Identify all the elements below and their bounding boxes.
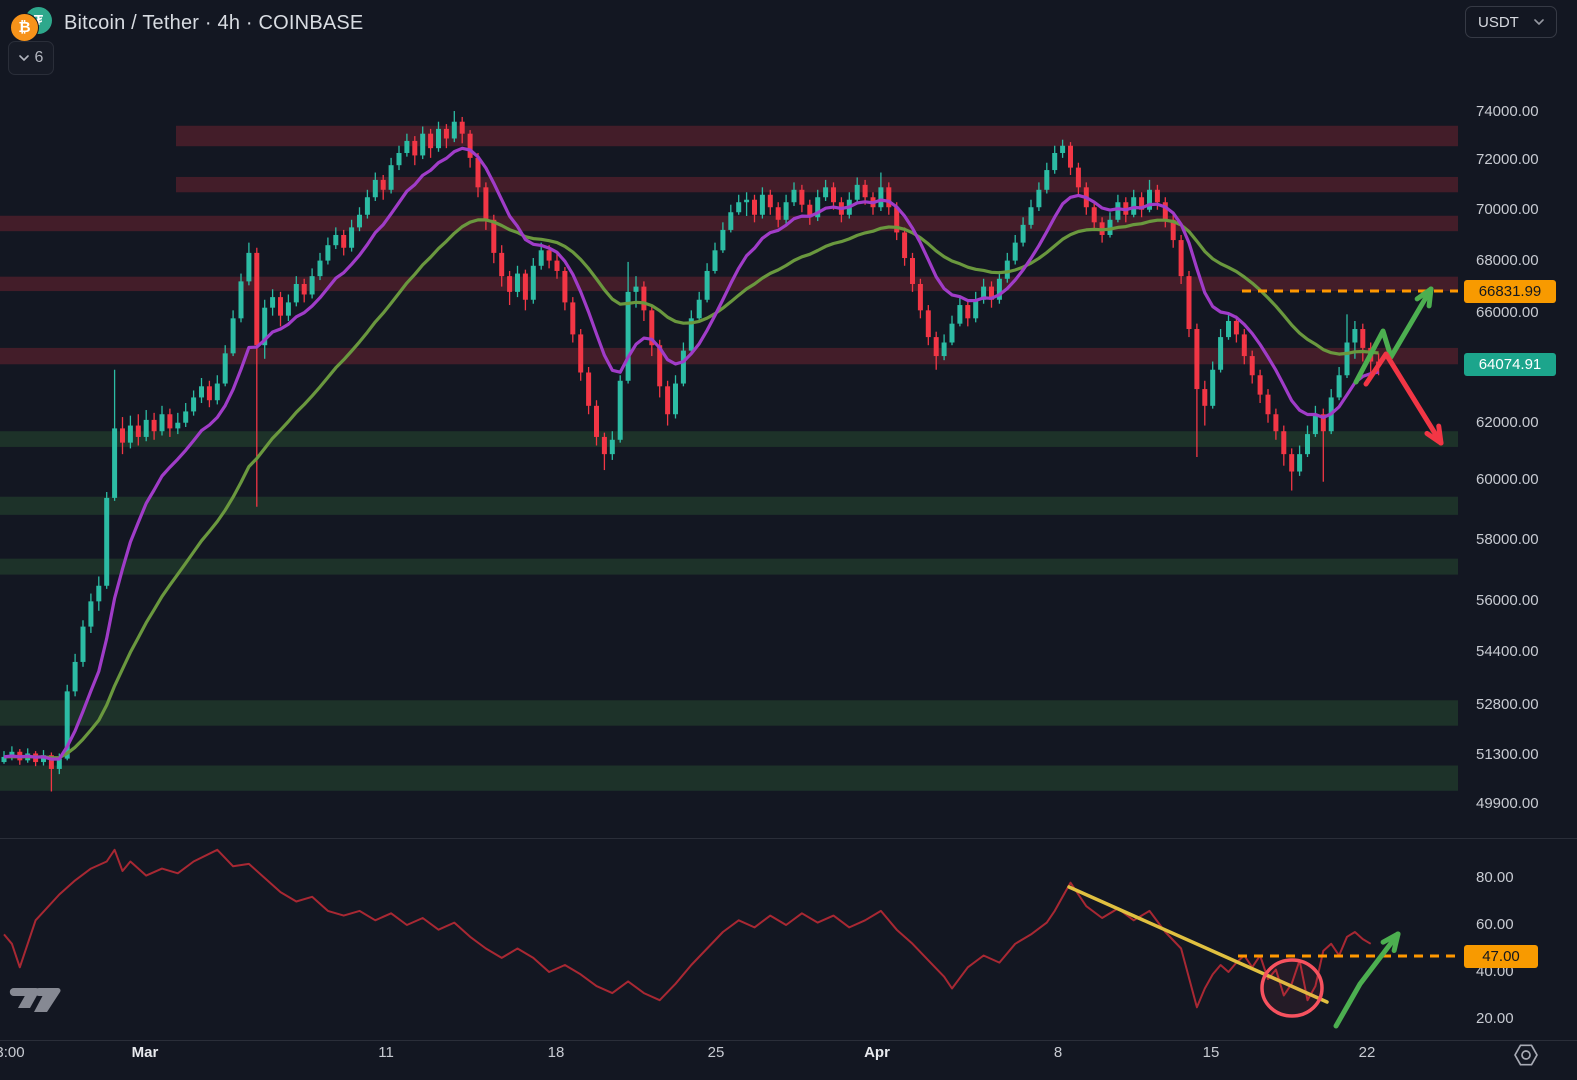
chevron-down-icon (18, 55, 29, 61)
chevron-down-icon (1534, 19, 1544, 25)
rsi-line-level-label: 47.00 (1464, 945, 1538, 968)
last-price-label: 64074.91 (1464, 353, 1556, 376)
tradingview-logo[interactable] (9, 988, 61, 1012)
drawn-trend-line[interactable] (1067, 885, 1329, 1004)
drawn-arrow[interactable] (1363, 351, 1444, 446)
drawn-arrow[interactable] (1333, 931, 1401, 1029)
bitcoin-icon: ₿ (10, 13, 39, 42)
drawn-arrow[interactable] (1353, 286, 1434, 385)
settings-gear-icon[interactable] (1514, 1044, 1538, 1066)
currency-label: USDT (1478, 13, 1519, 31)
ema-fast (3, 146, 1379, 761)
indicators-collapse-button[interactable]: 6 (8, 41, 54, 75)
symbol-logo: ₮ ₿ (10, 6, 54, 42)
symbol-title[interactable]: Bitcoin / Tether · 4h · COINBASE (64, 11, 364, 34)
chart-legend: ₮ ₿ Bitcoin / Tether · 4h · COINBASE (10, 6, 364, 42)
ema-slow (3, 218, 1379, 760)
drawn-circle[interactable] (1260, 958, 1324, 1018)
currency-toggle-button[interactable]: USDT (1465, 6, 1557, 38)
candlestick-series (1, 111, 1382, 792)
collapsed-count: 6 (34, 49, 44, 66)
price-line-level-label: 66831.99 (1464, 280, 1556, 303)
